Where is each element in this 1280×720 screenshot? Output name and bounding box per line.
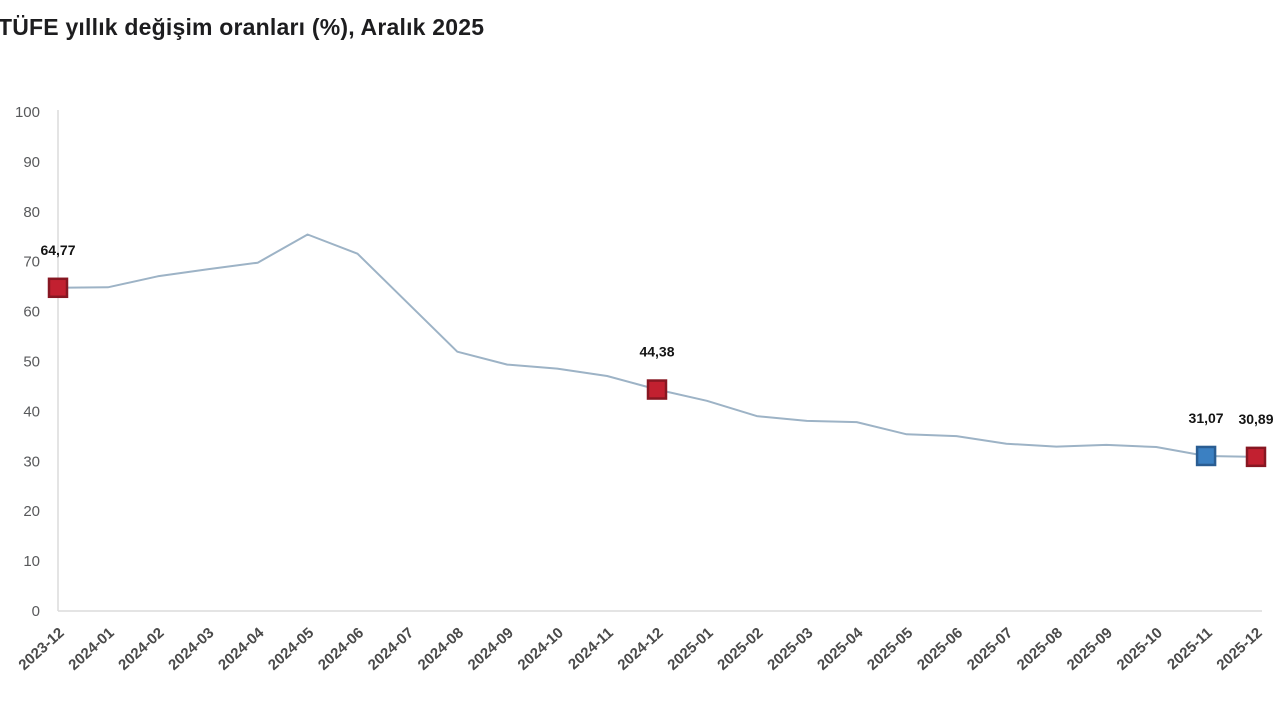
y-axis-tick-label: 90 — [23, 154, 40, 171]
y-axis-tick-label: 60 — [23, 304, 40, 321]
marker-2025-12 — [1245, 446, 1267, 468]
y-axis-tick-label: 0 — [32, 603, 40, 620]
y-axis-tick-label: 70 — [23, 254, 40, 271]
y-axis-tick-label: 10 — [23, 553, 40, 570]
x-axis-tick-label: 2025-06 — [914, 624, 966, 673]
x-axis-tick-label: 2024-04 — [215, 624, 268, 674]
x-axis-tick-label: 2024-05 — [265, 624, 317, 673]
x-axis-tick-label: 2024-08 — [415, 624, 467, 673]
value-label-2023-12: 64,77 — [40, 242, 75, 258]
value-label-2025-11: 31,07 — [1189, 410, 1224, 426]
x-axis-tick-label: 2024-07 — [365, 624, 417, 673]
x-axis-tick-label: 2024-01 — [65, 624, 117, 673]
x-axis-tick-label: 2025-01 — [664, 624, 716, 673]
x-axis-tick-label: 2025-04 — [814, 624, 867, 674]
x-axis-tick-label: 2024-03 — [165, 624, 217, 673]
x-axis-tick-label: 2024-10 — [515, 624, 567, 673]
x-axis-tick-label: 2024-06 — [315, 624, 367, 673]
y-axis-tick-label: 80 — [23, 204, 40, 221]
x-axis-tick-label: 2025-05 — [864, 624, 916, 673]
y-axis-tick-label: 20 — [23, 503, 40, 520]
x-axis-tick-label: 2023-12 — [15, 624, 67, 673]
x-axis-tick-label: 2024-12 — [614, 624, 666, 673]
marker-2024-12 — [646, 379, 668, 400]
x-axis-tick-label: 2025-11 — [1164, 624, 1216, 673]
x-axis-tick-label: 2025-09 — [1064, 624, 1116, 673]
value-label-2025-12: 30,89 — [1238, 411, 1273, 427]
y-axis-tick-label: 100 — [15, 104, 40, 121]
y-axis-tick-label: 40 — [23, 403, 40, 420]
x-axis-tick-label: 2024-02 — [115, 624, 167, 673]
marker-2025-11 — [1195, 445, 1217, 467]
x-axis-tick-label: 2025-02 — [714, 624, 766, 673]
x-axis-tick-label: 2024-09 — [465, 624, 517, 673]
x-axis-tick-label: 2025-10 — [1114, 624, 1166, 673]
y-axis-tick-label: 30 — [23, 453, 40, 470]
marker-2023-12 — [47, 277, 69, 299]
x-axis-tick-label: 2025-12 — [1213, 624, 1265, 673]
value-label-2024-12: 44,38 — [639, 344, 674, 360]
y-axis-tick-label: 50 — [23, 354, 40, 371]
chart-title: TÜFE yıllık değişim oranları (%), Aralık… — [0, 14, 485, 40]
x-axis-tick-label: 2025-03 — [764, 624, 816, 673]
x-axis-tick-label: 2025-08 — [1014, 624, 1066, 673]
x-axis-tick-label: 2025-07 — [964, 624, 1016, 673]
x-axis-tick-label: 2024-11 — [565, 624, 617, 673]
